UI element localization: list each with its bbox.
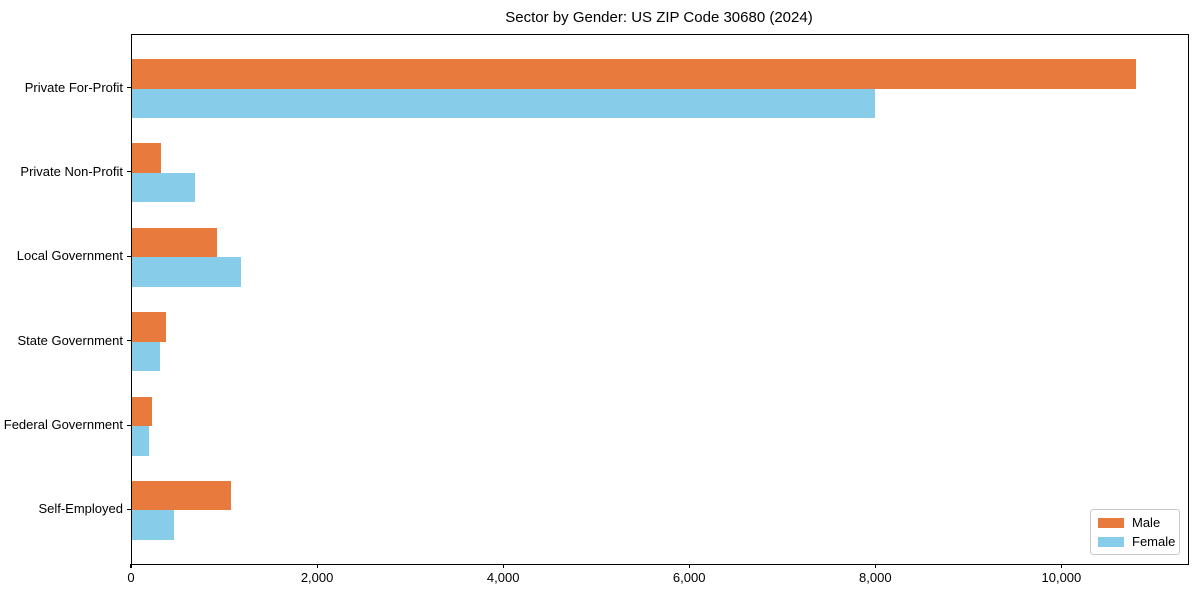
female-series-swatch [1098,536,1124,547]
bar-male-private-for-profit [132,59,1136,89]
bar-female-self-employed [132,510,174,540]
legend-label-female: Female [1132,534,1176,549]
y-tickmark-private-non-profit [127,171,131,173]
bar-male-private-non-profit [132,143,161,173]
x-tickmark-2000 [316,564,318,568]
x-tick-label-0: 0 [127,570,135,585]
bar-female-private-for-profit [132,88,875,119]
y-tick-label-federal-government: Federal Government [3,417,123,433]
x-tickmark-8000 [874,564,876,568]
plot-area [131,34,1189,565]
x-tick-label-8000: 8,000 [859,570,892,585]
y-tickmark-self-employed [127,508,131,510]
bar-male-federal-government [132,396,152,426]
y-tickmark-state-government [127,340,131,342]
legend-item-male: Male [1098,515,1172,530]
bar-male-local-government [132,227,217,258]
male-series-swatch [1098,517,1124,528]
y-tick-label-local-government: Local Government [16,248,123,264]
y-tick-label-private-for-profit: Private For-Profit [24,79,123,95]
bar-female-federal-government [132,426,150,456]
y-tick-label-state-government: State Government [17,332,124,348]
x-tickmark-6000 [688,564,690,568]
legend: Male Female [1090,509,1180,555]
y-tickmark-private-for-profit [127,87,131,89]
bar-male-state-government [132,312,166,342]
bar-male-self-employed [132,480,232,511]
chart-title: Sector by Gender: US ZIP Code 30680 (202… [505,9,813,26]
y-tickmark-federal-government [127,424,131,426]
bar-female-local-government [132,257,241,287]
x-tick-label-2000: 2,000 [300,570,334,585]
x-tick-label-4000: 4,000 [486,570,520,585]
x-tickmark-10000 [1060,564,1062,568]
legend-item-female: Female [1098,534,1176,549]
bar-female-state-government [132,341,160,372]
y-tick-label-private-non-profit: Private Non-Profit [20,163,123,179]
x-tick-label-6000: 6,000 [672,570,706,585]
y-tickmark-local-government [127,255,131,257]
x-tickmark-4000 [502,564,504,568]
x-tick-label-10000: 10,000 [1041,570,1082,585]
x-tickmark-0 [130,564,132,568]
bar-female-private-non-profit [132,172,196,203]
y-tick-label-self-employed: Self-Employed [38,501,123,517]
legend-label-male: Male [1132,515,1161,530]
